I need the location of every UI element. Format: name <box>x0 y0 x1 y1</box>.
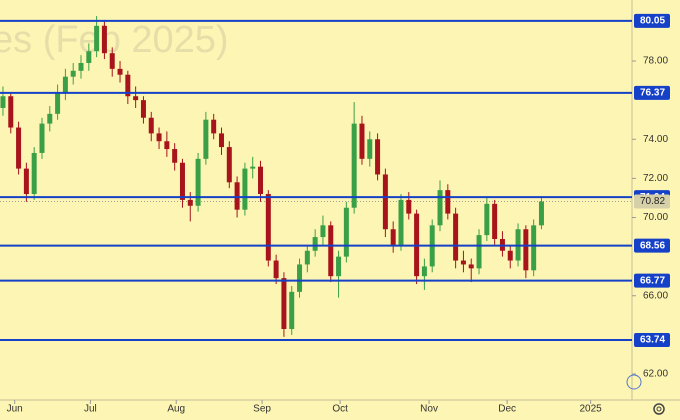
candle-body <box>125 74 131 97</box>
level-label: 63.74 <box>640 335 665 346</box>
candle-body <box>172 149 178 163</box>
candle-body <box>336 256 342 277</box>
candle-body <box>195 158 201 206</box>
level-label-box <box>634 85 670 100</box>
candle-body <box>468 264 474 269</box>
candle-body <box>156 133 162 142</box>
candle-body <box>133 96 139 101</box>
candle-body <box>78 62 84 71</box>
x-tick-label: 2025 <box>580 404 603 415</box>
candle-body <box>289 291 295 329</box>
candle-body <box>382 174 388 230</box>
candle-body <box>375 139 381 175</box>
level-label: 68.56 <box>640 240 665 251</box>
y-tick-label: 66.00 <box>643 290 668 301</box>
x-tick-label: Nov <box>420 404 438 415</box>
last-price-label: 70.82 <box>640 196 665 207</box>
level-label-box <box>634 273 670 288</box>
candle-body <box>390 229 396 245</box>
candle-body <box>281 278 287 329</box>
candle-body <box>445 190 451 214</box>
candle-body <box>86 51 92 63</box>
candle-body <box>476 235 482 269</box>
y-tick-label: 78.00 <box>643 56 668 67</box>
candle-body <box>39 123 45 153</box>
candle-body <box>218 133 224 148</box>
candle-body <box>367 139 373 159</box>
candle-body <box>148 117 154 134</box>
candle-body <box>484 203 490 236</box>
x-tick-label: Sep <box>253 404 271 415</box>
candle-body <box>0 96 6 108</box>
candle-body <box>531 225 537 271</box>
candle-body <box>507 250 513 261</box>
candle-body <box>460 260 466 265</box>
candle-body <box>492 203 498 240</box>
candle-body <box>16 127 22 169</box>
x-tick-label: Aug <box>167 404 185 415</box>
candle-body <box>265 194 271 261</box>
candle-body <box>203 119 209 159</box>
candle-body <box>398 199 404 245</box>
candle-body <box>320 225 326 238</box>
candle-body <box>343 207 349 257</box>
scale-button[interactable] <box>626 374 642 390</box>
candle-body <box>421 266 427 277</box>
candle-body <box>23 168 29 195</box>
level-label: 66.77 <box>640 275 665 286</box>
candle-body <box>359 123 365 159</box>
candle-body <box>226 147 232 183</box>
candle-body <box>101 25 107 54</box>
candle-body <box>109 53 115 69</box>
candle-body <box>62 76 68 93</box>
level-label-box <box>634 13 670 28</box>
candle-body <box>250 166 256 169</box>
candle-body <box>273 260 279 279</box>
candle-body <box>47 113 53 124</box>
x-tick-label: Dec <box>498 404 516 415</box>
x-tick-label: Jul <box>84 404 97 415</box>
settings-icon[interactable] <box>653 403 665 415</box>
candle-body <box>453 213 459 261</box>
candle-body <box>8 96 14 128</box>
candle-body <box>437 190 443 226</box>
candle-body <box>312 237 318 251</box>
x-tick-label: Oct <box>332 404 348 415</box>
candle-body <box>258 166 264 195</box>
candle-body <box>70 70 76 77</box>
candle-body <box>94 25 100 52</box>
candle-body <box>164 141 170 150</box>
candle-body <box>242 168 248 210</box>
level-label: 76.37 <box>640 88 665 99</box>
last-price-box <box>634 194 670 209</box>
candle-body <box>55 92 61 114</box>
level-label-box <box>634 332 670 347</box>
candle-body <box>406 199 412 214</box>
candle-body <box>328 225 334 277</box>
y-tick-label: 70.00 <box>643 212 668 223</box>
candle-body <box>297 264 303 292</box>
candle-body <box>117 68 123 75</box>
candle-body <box>187 199 193 206</box>
candle-body <box>304 250 310 265</box>
candle-body <box>538 201 544 226</box>
candle-body <box>31 152 37 195</box>
candle-body <box>140 100 146 118</box>
candle-body <box>234 182 240 210</box>
y-tick-label: 72.00 <box>643 173 668 184</box>
level-label-box <box>634 238 670 253</box>
x-tick-label: Jun <box>7 404 23 415</box>
y-tick-label: 74.00 <box>643 134 668 145</box>
level-label: 80.05 <box>640 16 665 27</box>
y-tick-label: 62.00 <box>643 369 668 380</box>
candle-body <box>211 119 217 134</box>
candle-body <box>523 229 529 271</box>
candle-body <box>351 123 357 208</box>
candle-body <box>179 162 185 200</box>
